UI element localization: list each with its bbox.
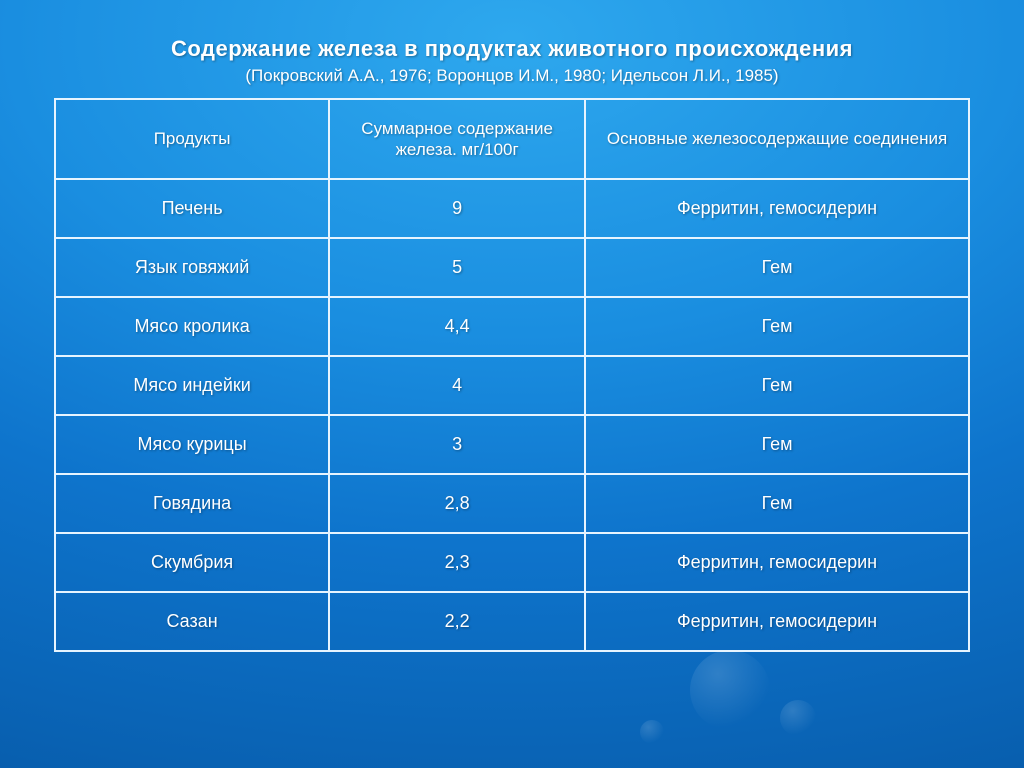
title-block: Содержание железа в продуктах животного … xyxy=(54,36,970,86)
cell-iron: 4,4 xyxy=(329,297,585,356)
decorative-bubble xyxy=(780,700,816,736)
cell-compound: Гем xyxy=(585,415,969,474)
col-header-iron: Суммарное содержание железа. мг/100г xyxy=(329,99,585,179)
table-row: Сазан 2,2 Ферритин, гемосидерин xyxy=(55,592,969,651)
cell-compound: Ферритин, гемосидерин xyxy=(585,592,969,651)
cell-compound: Гем xyxy=(585,297,969,356)
col-header-product: Продукты xyxy=(55,99,329,179)
iron-content-table: Продукты Суммарное содержание железа. мг… xyxy=(54,98,970,652)
table-row: Мясо кролика 4,4 Гем xyxy=(55,297,969,356)
table-row: Говядина 2,8 Гем xyxy=(55,474,969,533)
cell-iron: 2,8 xyxy=(329,474,585,533)
cell-compound: Гем xyxy=(585,474,969,533)
cell-iron: 3 xyxy=(329,415,585,474)
cell-product: Говядина xyxy=(55,474,329,533)
cell-compound: Ферритин, гемосидерин xyxy=(585,179,969,238)
table-row: Скумбрия 2,3 Ферритин, гемосидерин xyxy=(55,533,969,592)
cell-iron: 5 xyxy=(329,238,585,297)
cell-compound: Гем xyxy=(585,238,969,297)
slide-subtitle: (Покровский А.А., 1976; Воронцов И.М., 1… xyxy=(54,66,970,86)
cell-iron: 9 xyxy=(329,179,585,238)
cell-product: Сазан xyxy=(55,592,329,651)
table-row: Язык говяжий 5 Гем xyxy=(55,238,969,297)
col-header-compound: Основные железосодержащие соединения xyxy=(585,99,969,179)
cell-product: Печень xyxy=(55,179,329,238)
cell-product: Скумбрия xyxy=(55,533,329,592)
cell-iron: 2,2 xyxy=(329,592,585,651)
cell-product: Язык говяжий xyxy=(55,238,329,297)
table-header-row: Продукты Суммарное содержание железа. мг… xyxy=(55,99,969,179)
decorative-bubble xyxy=(690,650,770,730)
decorative-bubble xyxy=(640,720,664,744)
slide: Содержание железа в продуктах животного … xyxy=(0,0,1024,768)
cell-iron: 4 xyxy=(329,356,585,415)
table-row: Печень 9 Ферритин, гемосидерин xyxy=(55,179,969,238)
cell-compound: Ферритин, гемосидерин xyxy=(585,533,969,592)
table-row: Мясо индейки 4 Гем xyxy=(55,356,969,415)
table-row: Мясо курицы 3 Гем xyxy=(55,415,969,474)
cell-product: Мясо кролика xyxy=(55,297,329,356)
cell-product: Мясо курицы xyxy=(55,415,329,474)
cell-product: Мясо индейки xyxy=(55,356,329,415)
cell-compound: Гем xyxy=(585,356,969,415)
cell-iron: 2,3 xyxy=(329,533,585,592)
slide-title: Содержание железа в продуктах животного … xyxy=(54,36,970,62)
